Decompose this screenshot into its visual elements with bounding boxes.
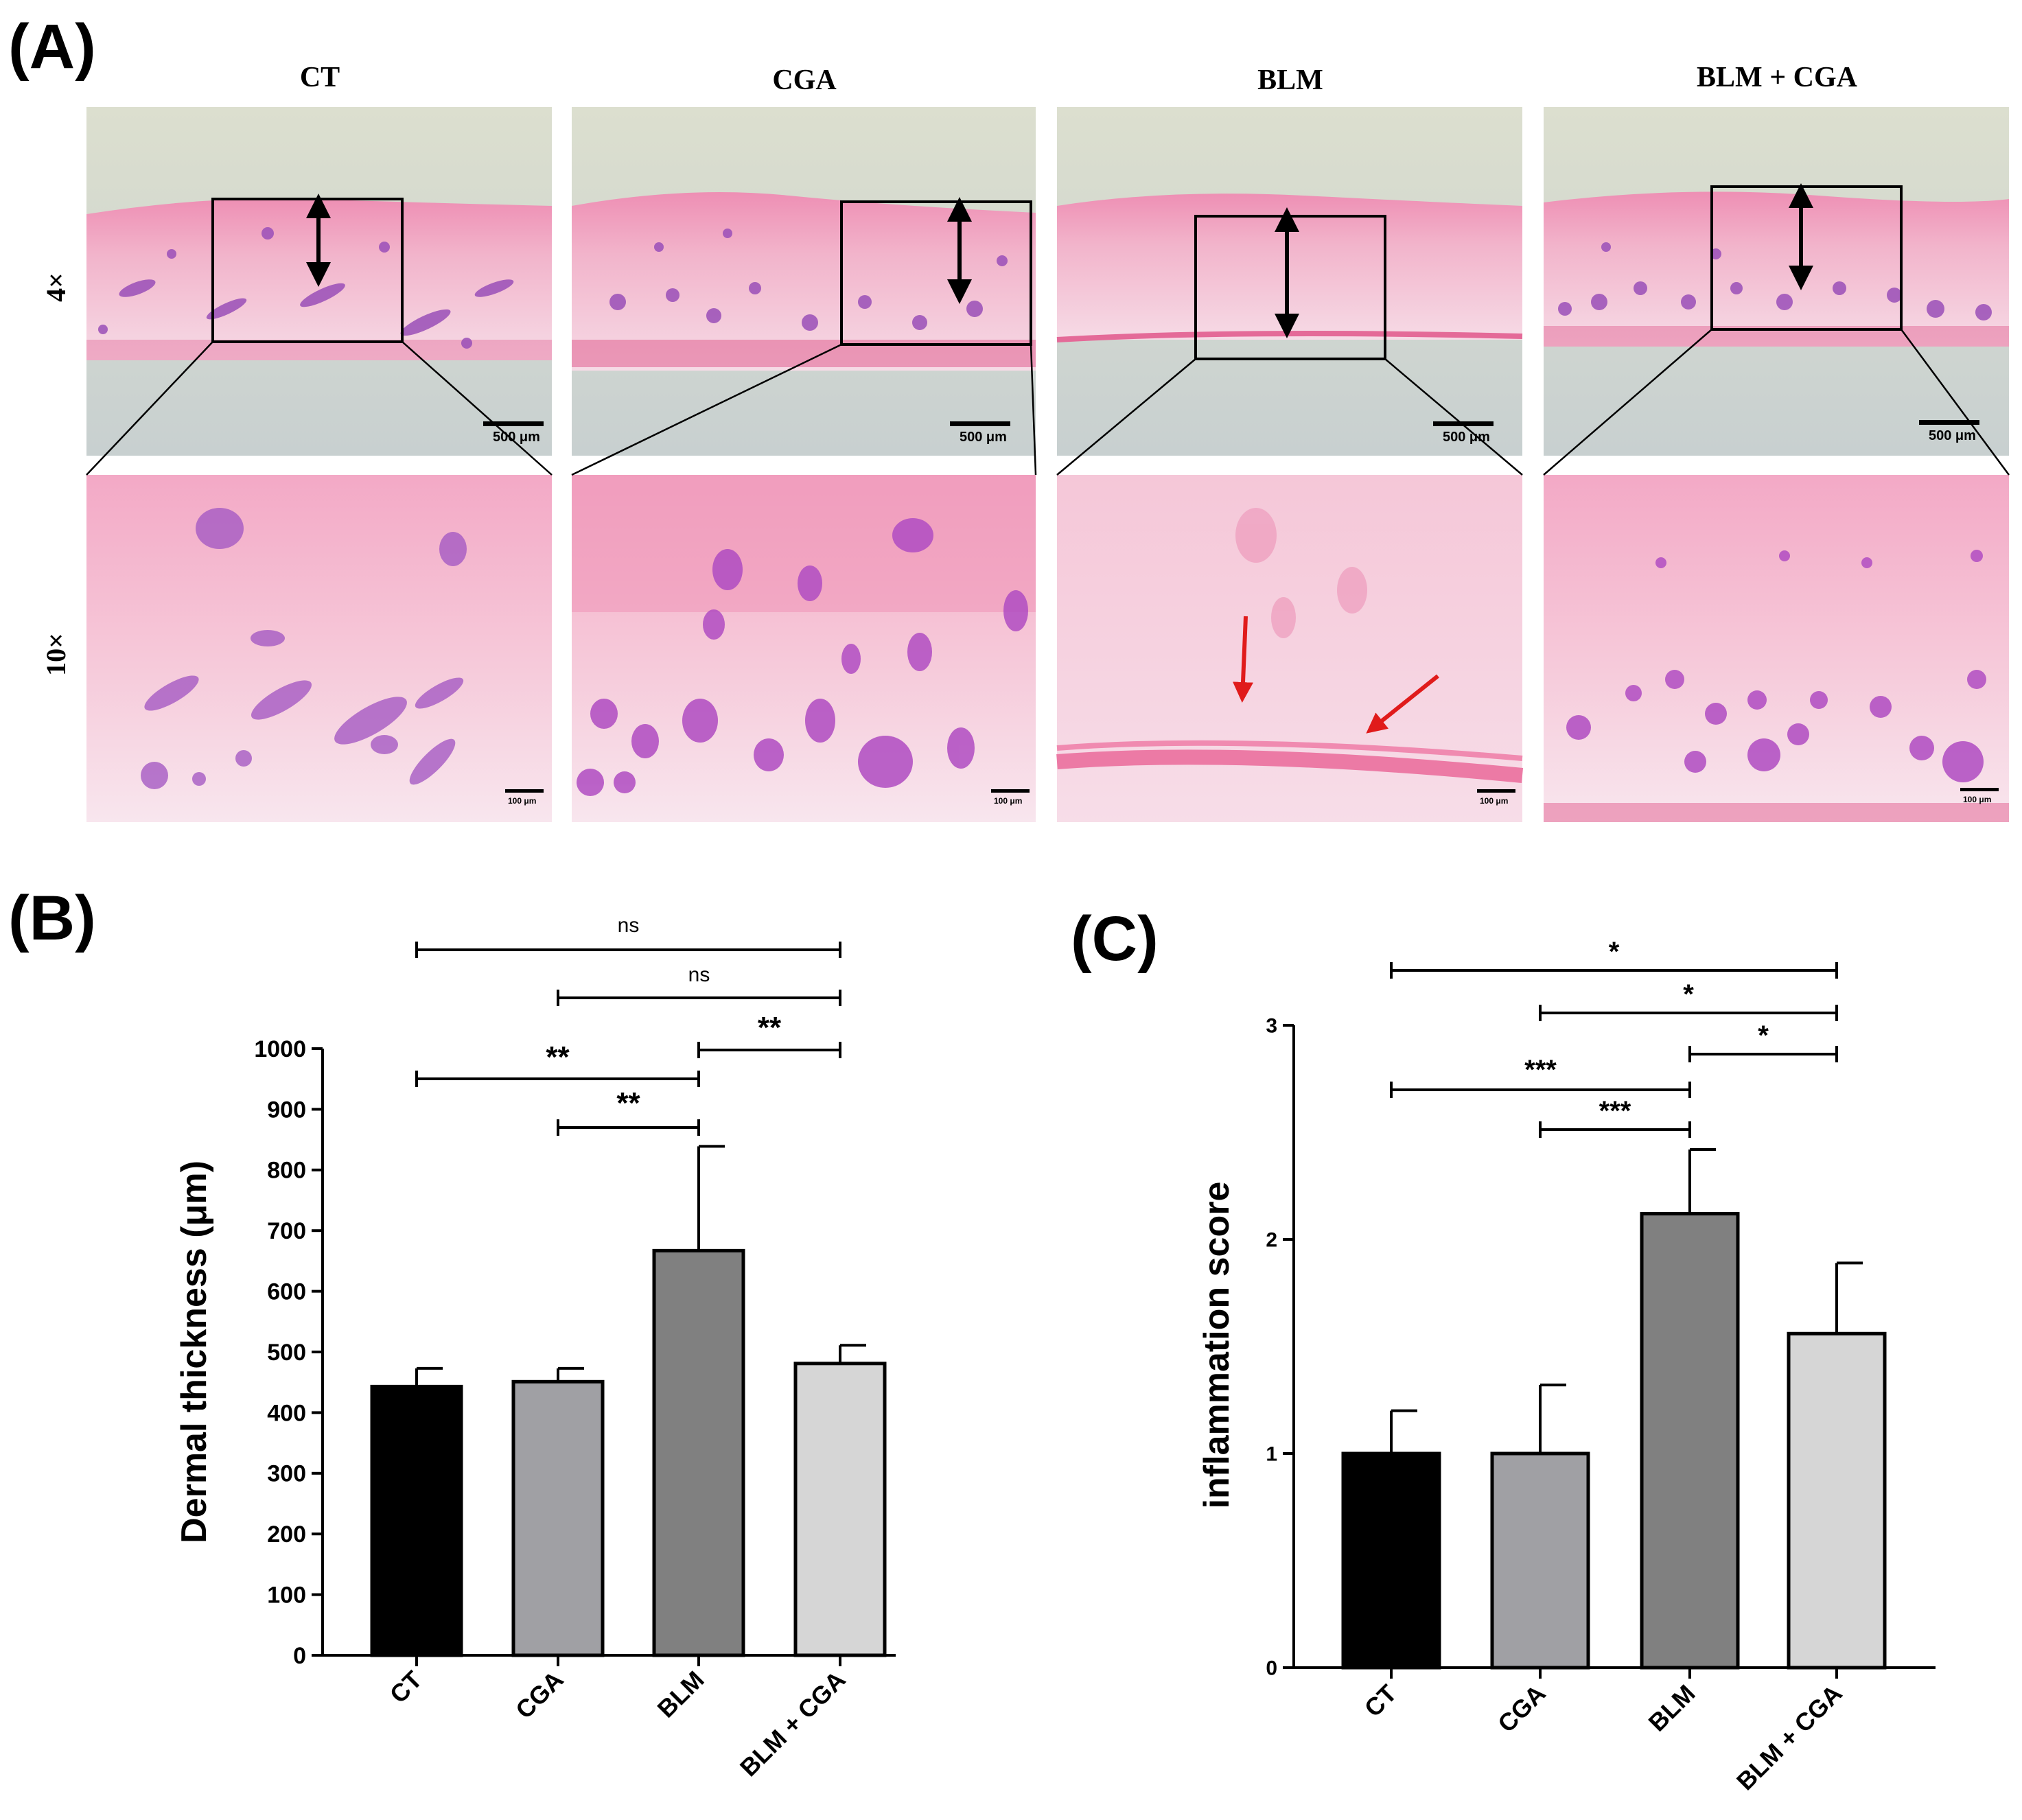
significance-label: * bbox=[1683, 979, 1694, 1010]
significance-label: *** bbox=[1599, 1096, 1631, 1126]
y-tick-label: 1 bbox=[1266, 1443, 1277, 1466]
histology-figure bbox=[86, 107, 2010, 822]
x-tick-label: BLM bbox=[1643, 1679, 1701, 1737]
y-tick-label: 400 bbox=[267, 1400, 306, 1426]
tile-blm-cga-10x bbox=[1544, 475, 2009, 822]
significance-label: ns bbox=[688, 964, 710, 986]
tile-cga-10x bbox=[572, 475, 1036, 822]
significance-label: ** bbox=[546, 1040, 570, 1074]
scale-bar-label-blm-cga-10x: 100 μm bbox=[1963, 795, 1992, 804]
significance-label: ** bbox=[616, 1086, 640, 1120]
bar-cga bbox=[511, 1379, 605, 1657]
tile-blm-cga-4x bbox=[1544, 107, 2009, 456]
x-tick-label: CT bbox=[1359, 1679, 1402, 1723]
scale-bar-label-cga-4x: 500 μm bbox=[960, 430, 1007, 445]
tile-ct-4x bbox=[86, 107, 552, 456]
bar-blm-cga bbox=[793, 1362, 887, 1657]
dermal-thickness-chart: 0 100 200 300 400 500 600 700 800 900 1000 Dermal t… bbox=[174, 914, 896, 1782]
y-axis-title: Dermal thickness (μm) bbox=[174, 1160, 214, 1543]
x-tick-label: BLM bbox=[652, 1666, 710, 1723]
panel-c-label: (C) bbox=[1071, 904, 1159, 974]
bar-ct bbox=[370, 1384, 463, 1657]
scale-bar-label-ct-10x: 100 μm bbox=[508, 796, 537, 806]
bar-blm bbox=[652, 1248, 745, 1657]
x-tick-label: CGA bbox=[1492, 1679, 1551, 1738]
significance-label: ** bbox=[758, 1011, 782, 1045]
y-tick-label: 0 bbox=[1266, 1657, 1277, 1680]
x-tick-label: BLM + CGA bbox=[734, 1666, 851, 1782]
zoom-connectors bbox=[86, 329, 2010, 476]
tile-ct-10x bbox=[86, 475, 552, 822]
column-title-blm: BLM bbox=[1257, 65, 1323, 96]
bar-blm bbox=[1640, 1212, 1740, 1670]
scale-bar-label-cga-10x: 100 μm bbox=[994, 796, 1023, 806]
y-tick-label: 3 bbox=[1266, 1015, 1277, 1038]
x-tick-label: BLM + CGA bbox=[1731, 1679, 1848, 1796]
column-title-blm-cga: BLM + CGA bbox=[1697, 62, 1857, 93]
x-tick-label: CGA bbox=[510, 1666, 569, 1725]
column-title-cga: CGA bbox=[772, 65, 837, 96]
bar-cga bbox=[1490, 1451, 1590, 1670]
bar-blm-cga bbox=[1787, 1331, 1887, 1670]
inflammation-score-chart: 0 1 2 3 inflammation score CT CGA BLM BLM + CGA *… bbox=[1197, 937, 1936, 1796]
y-tick-label: 300 bbox=[267, 1461, 306, 1487]
significance-label: *** bbox=[1524, 1055, 1557, 1085]
significance-label: ns bbox=[618, 914, 640, 937]
significance-label: * bbox=[1758, 1020, 1769, 1051]
y-tick-label: 1000 bbox=[254, 1036, 306, 1062]
tile-cga-4x bbox=[572, 107, 1036, 456]
y-tick-label: 600 bbox=[267, 1279, 306, 1305]
scale-bar-label-ct-4x: 500 μm bbox=[493, 430, 540, 445]
scale-bar-label-blm-4x: 500 μm bbox=[1443, 430, 1490, 445]
y-tick-label: 2 bbox=[1266, 1229, 1277, 1252]
y-tick-label: 800 bbox=[267, 1158, 306, 1184]
scale-bar-label-blm-cga-4x: 500 μm bbox=[1929, 428, 1976, 443]
scale-bar-label-blm-10x: 100 μm bbox=[1480, 796, 1509, 806]
y-tick-label: 200 bbox=[267, 1521, 306, 1548]
bar-ct bbox=[1341, 1451, 1441, 1670]
y-tick-label: 0 bbox=[293, 1643, 306, 1669]
y-tick-label: 900 bbox=[267, 1097, 306, 1123]
panel-a-label: (A) bbox=[8, 12, 96, 82]
y-tick-label: 700 bbox=[267, 1218, 306, 1244]
column-title-ct: CT bbox=[299, 62, 340, 93]
tile-blm-10x bbox=[1056, 475, 1524, 822]
y-tick-label: 100 bbox=[267, 1583, 306, 1609]
x-tick-label: CT bbox=[384, 1666, 428, 1709]
y-tick-label: 500 bbox=[267, 1340, 306, 1366]
y-axis-title: inflammation score bbox=[1197, 1182, 1237, 1509]
significance-label: * bbox=[1609, 937, 1620, 967]
panel-b-label: (B) bbox=[8, 883, 96, 953]
tile-blm-4x bbox=[1056, 107, 1523, 456]
